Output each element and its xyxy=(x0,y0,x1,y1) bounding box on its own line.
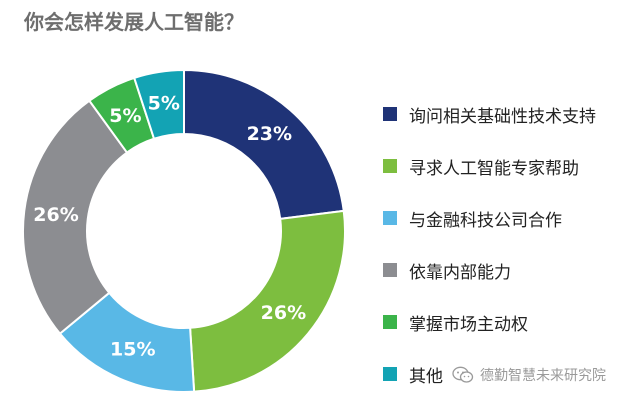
legend: 询问相关基础性技术支持 寻求人工智能专家帮助 与金融科技公司合作 依靠内部能力 … xyxy=(383,88,596,400)
slice-label: 5% xyxy=(109,105,141,127)
legend-item: 与金融科技公司合作 xyxy=(383,192,596,244)
slice-label: 26% xyxy=(33,204,78,226)
donut-slice xyxy=(189,209,346,393)
legend-label: 其他 xyxy=(409,366,443,387)
legend-item: 掌握市场主动权 xyxy=(383,296,596,348)
legend-label: 与金融科技公司合作 xyxy=(409,210,562,231)
chart-title: 你会怎样发展人工智能？ xyxy=(24,10,244,34)
legend-swatch xyxy=(383,107,397,121)
legend-swatch xyxy=(383,211,397,225)
legend-swatch xyxy=(383,159,397,173)
legend-item: 询问相关基础性技术支持 xyxy=(383,88,596,140)
slice-label: 15% xyxy=(110,338,155,360)
slice-label: 5% xyxy=(148,93,180,115)
donut-labels: 23% 26% 15% 26% 5% 5% xyxy=(33,93,306,361)
legend-swatch xyxy=(383,367,397,381)
donut-slice xyxy=(22,99,129,336)
donut-slices xyxy=(22,68,346,393)
watermark-text: 德勤智慧未来研究院 xyxy=(480,368,606,384)
wechat-icon xyxy=(452,366,474,383)
donut-slice xyxy=(183,68,345,220)
slice-label: 26% xyxy=(261,302,306,324)
legend-item: 其他 xyxy=(383,348,596,400)
legend-item: 依靠内部能力 xyxy=(383,244,596,296)
slice-label: 23% xyxy=(247,123,292,145)
legend-label: 掌握市场主动权 xyxy=(409,314,528,335)
legend-item: 寻求人工智能专家帮助 xyxy=(383,140,596,192)
legend-swatch xyxy=(383,263,397,277)
watermark: 德勤智慧未来研究院 xyxy=(452,365,606,385)
legend-label: 依靠内部能力 xyxy=(409,262,511,283)
legend-swatch xyxy=(383,315,397,329)
donut-slice xyxy=(132,68,185,141)
legend-label: 寻求人工智能专家帮助 xyxy=(409,158,579,179)
donut-chart: 23% 26% 15% 26% 5% 5% xyxy=(22,68,346,393)
legend-label: 询问相关基础性技术支持 xyxy=(409,106,596,127)
